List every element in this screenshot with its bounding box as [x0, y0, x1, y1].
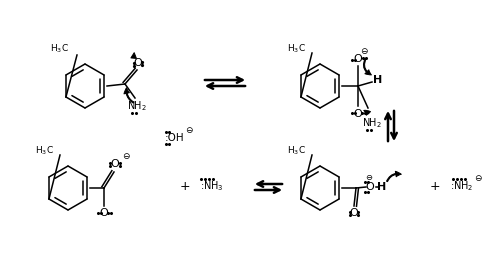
Text: O: O [366, 182, 374, 192]
Text: H: H [374, 75, 382, 85]
Text: :OH: :OH [165, 133, 185, 143]
Text: $\ominus$: $\ominus$ [365, 174, 373, 183]
Text: $\ominus$: $\ominus$ [184, 125, 194, 135]
Text: :NH$_3$: :NH$_3$ [200, 179, 224, 193]
FancyArrowPatch shape [386, 171, 402, 182]
Text: O: O [134, 58, 142, 68]
Text: O: O [100, 208, 108, 218]
FancyArrowPatch shape [364, 110, 370, 115]
Text: H$_3$C: H$_3$C [35, 145, 54, 157]
Text: +: + [430, 179, 440, 193]
FancyArrowPatch shape [364, 58, 372, 75]
Text: O: O [354, 54, 362, 64]
Text: +: + [180, 179, 190, 193]
Text: O: O [350, 208, 358, 218]
Text: NH$_2$: NH$_2$ [127, 99, 147, 113]
Text: $\ominus$: $\ominus$ [122, 151, 130, 161]
Text: O: O [110, 159, 120, 169]
Text: H$_3$C: H$_3$C [287, 145, 306, 157]
Text: H: H [378, 182, 386, 192]
Text: :NH$_2$: :NH$_2$ [450, 179, 473, 193]
Text: $\ominus$: $\ominus$ [360, 46, 368, 56]
Text: H$_3$C: H$_3$C [50, 43, 69, 55]
Text: H$_3$C: H$_3$C [287, 43, 306, 55]
Text: $\ominus$: $\ominus$ [474, 173, 482, 183]
FancyArrowPatch shape [131, 53, 136, 58]
FancyArrowPatch shape [124, 88, 134, 103]
Text: O: O [354, 109, 362, 119]
Text: NH$_2$: NH$_2$ [362, 116, 382, 130]
